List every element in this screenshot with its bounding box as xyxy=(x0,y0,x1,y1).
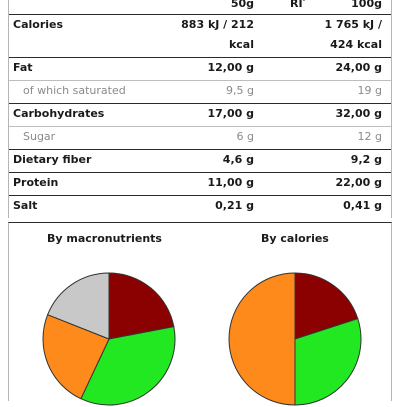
value-50g-line1: 883 kJ / 212 xyxy=(181,18,254,31)
value-100g: 32,00 g xyxy=(335,107,383,120)
row-calories: Calories 883 kJ / 212 kcal 1 765 kJ / 42… xyxy=(9,14,391,57)
row-salt: Salt 0,21 g 0,41 g xyxy=(9,195,391,218)
value-100g-line2: 424 kcal xyxy=(330,38,382,51)
row-label: Fat xyxy=(13,61,33,74)
row-label: Calories xyxy=(13,18,64,31)
value-100g: 24,00 g xyxy=(335,61,383,74)
value-50g: 12,00 g xyxy=(207,61,255,74)
pie-slice xyxy=(294,272,359,340)
row-label: Dietary fiber xyxy=(13,153,92,166)
header-100g: 100g xyxy=(351,0,382,10)
row-label: Sugar xyxy=(23,130,56,143)
value-100g: 19 g xyxy=(357,84,382,97)
macronutrients-chart-title: By macronutrients xyxy=(47,232,162,245)
row-dietary-fiber: Dietary fiber 4,6 g 9,2 g xyxy=(9,149,391,172)
value-50g: 0,21 g xyxy=(215,199,254,212)
value-50g: 4,6 g xyxy=(222,153,254,166)
header-50g: 50g xyxy=(230,0,254,10)
row-label: Protein xyxy=(13,176,59,189)
header-ri: RI² xyxy=(290,0,306,10)
row-protein: Protein 11,00 g 22,00 g xyxy=(9,172,391,195)
value-50g: 6 g xyxy=(236,130,254,143)
value-100g-line1: 1 765 kJ / xyxy=(324,18,382,31)
row-label: Carbohydrates xyxy=(13,107,105,120)
calories-chart-title: By calories xyxy=(261,232,329,245)
nutrition-table: 50g RI² 100g Calories 883 kJ / 212 kcal … xyxy=(8,0,392,218)
value-50g: 17,00 g xyxy=(207,107,255,120)
pie-slice xyxy=(46,272,110,340)
pie-slice xyxy=(108,272,175,340)
value-100g: 12 g xyxy=(357,130,382,143)
pie-slice xyxy=(228,272,296,406)
row-fat: Fat 12,00 g 24,00 g xyxy=(9,57,391,80)
row-carbohydrates: Carbohydrates 17,00 g 32,00 g xyxy=(9,103,391,126)
value-100g: 22,00 g xyxy=(335,176,383,189)
table-header: 50g RI² 100g xyxy=(9,0,391,14)
calories-pie-chart xyxy=(228,272,362,406)
value-50g: 11,00 g xyxy=(207,176,255,189)
pie-slice xyxy=(42,314,110,400)
row-label: Salt xyxy=(13,199,38,212)
macronutrients-pie-chart xyxy=(42,272,176,406)
row-saturated: of which saturated 9,5 g 19 g xyxy=(9,80,391,103)
value-50g: 9,5 g xyxy=(226,84,254,97)
row-label: of which saturated xyxy=(23,84,126,97)
charts-section: By macronutrients By calories xyxy=(8,222,392,406)
value-100g: 0,41 g xyxy=(343,199,382,212)
row-sugar: Sugar 6 g 12 g xyxy=(9,126,391,149)
value-100g: 9,2 g xyxy=(350,153,382,166)
value-50g-line2: kcal xyxy=(228,38,254,51)
